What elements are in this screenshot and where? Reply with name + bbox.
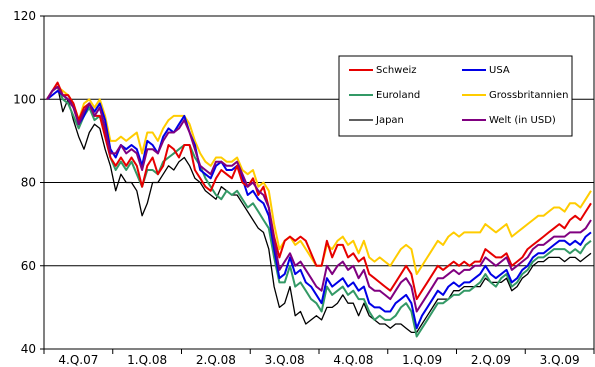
legend-label: Schweiz bbox=[376, 65, 417, 76]
legend-label: Grossbritannien bbox=[489, 90, 568, 101]
series-line-welt-in-usd bbox=[46, 85, 592, 313]
x-tick-label: 2.Q.09 bbox=[471, 353, 511, 367]
x-tick-label: 1.Q.09 bbox=[402, 353, 442, 367]
series-line-euroland bbox=[46, 85, 592, 338]
x-tick-label: 3.Q.08 bbox=[265, 353, 305, 367]
x-tick-label: 2.Q.08 bbox=[196, 353, 236, 367]
y-tick-label: 100 bbox=[13, 92, 36, 106]
x-tick-label: 1.Q.08 bbox=[127, 353, 167, 367]
x-tick-label: 3.Q.09 bbox=[540, 353, 580, 367]
legend-label: Welt (in USD) bbox=[489, 115, 556, 126]
legend-label: Japan bbox=[375, 115, 404, 126]
x-tick-label: 4.Q.08 bbox=[333, 353, 373, 367]
x-axis-ticks: 4.Q.07 1.Q.08 2.Q.08 3.Q.08 4.Q.08 1.Q.09 2.Q.… bbox=[43, 349, 595, 367]
legend-label: Euroland bbox=[376, 90, 420, 101]
series-line-japan bbox=[46, 86, 592, 334]
series-lines bbox=[46, 81, 592, 338]
legend: Schweiz USA Euroland Grossbritannien Japan We… bbox=[338, 55, 573, 137]
legend-label: USA bbox=[489, 65, 510, 76]
y-axis-ticks: 40 60 80 100 120 bbox=[13, 9, 44, 356]
y-tick-label: 60 bbox=[21, 259, 36, 273]
plot-frame bbox=[43, 15, 595, 350]
series-line-schweiz bbox=[46, 81, 592, 301]
y-tick-label: 80 bbox=[21, 176, 36, 190]
series-line-usa bbox=[46, 89, 592, 330]
y-tick-label: 40 bbox=[21, 342, 36, 356]
x-tick-label: 4.Q.07 bbox=[58, 353, 98, 367]
legend-box bbox=[338, 55, 573, 137]
y-tick-label: 120 bbox=[13, 9, 36, 23]
